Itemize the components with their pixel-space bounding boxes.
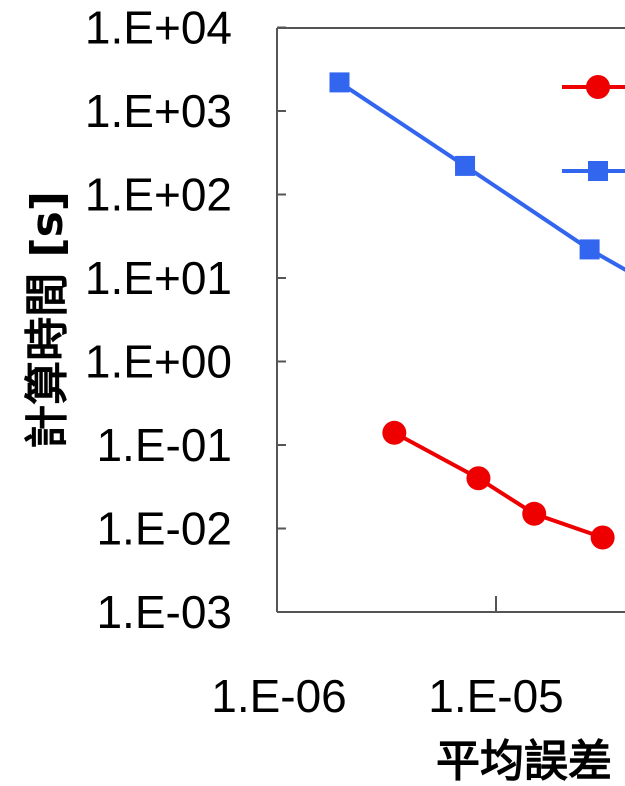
y-axis-title: 計算時間 [s]: [22, 191, 73, 449]
y-tick-label: 1.E+04: [85, 2, 232, 54]
y-tick-label: 1.E+00: [85, 336, 232, 388]
x-tick-label: 1.E-05: [428, 670, 564, 722]
y-tick-label: 1.E-01: [96, 419, 232, 471]
x-tick-labels: 1.E-06 1.E-05: [211, 670, 564, 722]
data-point-circle: [466, 466, 491, 491]
series-line: [393, 431, 604, 540]
data-point-circle: [382, 420, 407, 445]
y-tick-label: 1.E+03: [85, 85, 232, 137]
x-tick-label: 1.E-06: [211, 670, 347, 722]
data-point-circle: [590, 525, 615, 550]
x-axis-title: 平均誤差: [436, 736, 612, 786]
y-tick-label: 1.E+01: [85, 252, 232, 304]
data-point-square: [455, 155, 476, 176]
legend-entry-0: [562, 75, 625, 99]
y-tick-label: 1.E-02: [96, 503, 232, 555]
data-point-square: [579, 239, 600, 260]
series-layer: [329, 72, 625, 550]
series-1: [329, 72, 625, 272]
series-line: [338, 80, 625, 272]
legend-marker-circle: [586, 75, 610, 99]
series-0: [382, 420, 615, 550]
legend-marker-square: [588, 161, 608, 181]
data-point-square: [329, 72, 350, 93]
y-tick-label: 1.E-03: [96, 586, 232, 638]
y-tick-labels: 1.E+04 1.E+03 1.E+02 1.E+01 1.E+00 1.E-01 1.E-…: [85, 2, 232, 639]
axes: [276, 26, 625, 613]
data-point-circle: [522, 501, 547, 526]
legend-entry-1: [562, 161, 625, 181]
legend: [562, 75, 625, 181]
y-tick-label: 1.E+02: [85, 169, 232, 221]
